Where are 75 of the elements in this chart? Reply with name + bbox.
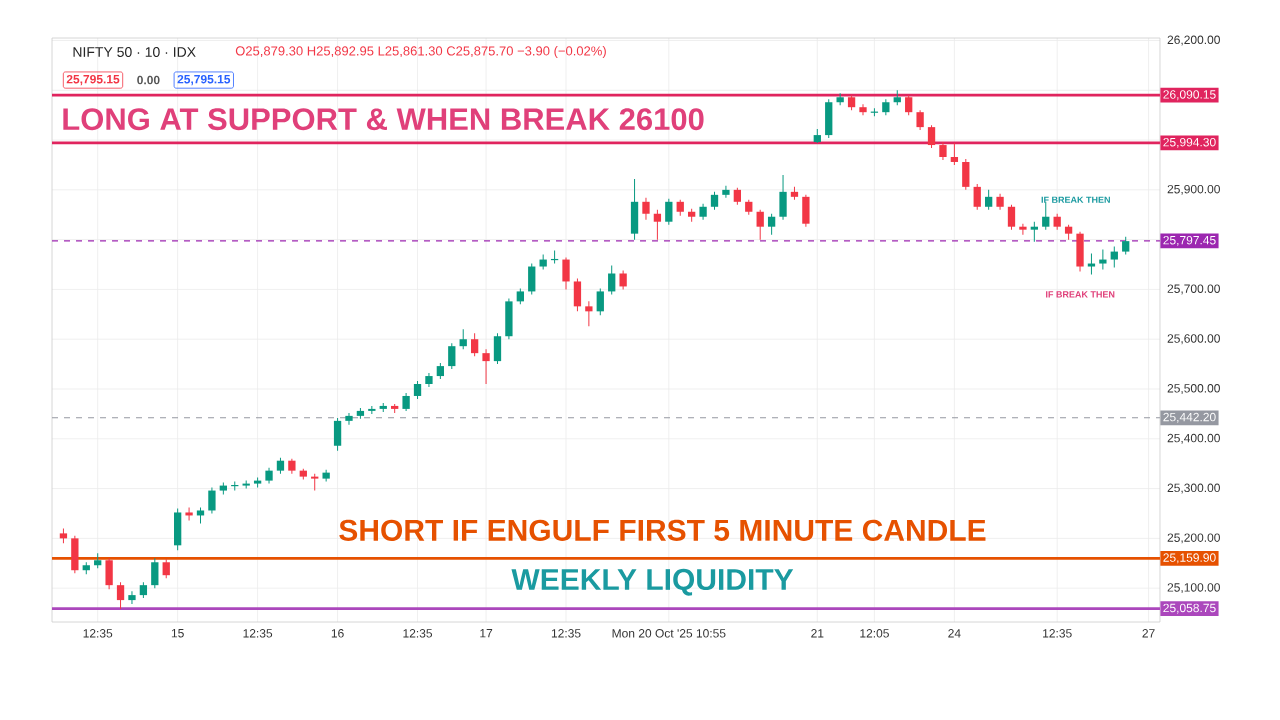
x-tick-label: 12:05 — [860, 629, 889, 638]
candlestick — [1099, 249, 1107, 271]
x-tick-label: 12:35 — [83, 629, 113, 638]
text: O25,879.30 H25,892.95 L25,861.30 C25,875.70 −3.90 (−0.02%) — [235, 45, 606, 59]
text: NIFTY 50 · 10 · IDX — [73, 47, 196, 57]
candlestick — [1042, 201, 1050, 231]
x-tick-label: 24 — [948, 629, 961, 638]
x-tick-label: 12:35 — [1043, 629, 1072, 638]
candlestick — [665, 198, 673, 226]
annotation: LONG AT SUPPORT & WHEN BREAK 26100 — [63, 108, 704, 131]
y-tick-label: 25,300.00 — [1167, 483, 1220, 494]
candlestick — [756, 209, 764, 241]
candlestick — [905, 94, 913, 116]
y-tick-label: 26,200.00 — [1167, 35, 1220, 46]
x-tick-label: 21 — [811, 629, 824, 638]
y-tick-label: 25,100.00 — [1167, 583, 1220, 594]
candlestick — [619, 270, 627, 290]
x-tick-label: 12:35 — [551, 629, 581, 638]
x-tick-label: 12:35 — [243, 629, 273, 638]
candlestick — [128, 590, 136, 605]
candlestick — [596, 287, 604, 316]
candlestick — [642, 197, 650, 221]
candlestick — [585, 300, 593, 327]
ref-line-label: 25,994.30 — [1163, 137, 1216, 148]
y-tick-label: 25,400.00 — [1167, 433, 1220, 444]
candlestick — [1110, 246, 1118, 269]
candlestick — [984, 189, 993, 211]
y-tick-label: 25,200.00 — [1167, 533, 1220, 544]
annotation: SHORT IF ENGULF FIRST 5 MINUTE CANDLE — [339, 519, 986, 541]
ref-line-label: 25,159.90 — [1163, 553, 1216, 564]
ref-line-label: 26,090.15 — [1163, 90, 1216, 101]
candlestick — [653, 209, 662, 241]
candlestick — [722, 185, 730, 199]
x-tick-label: 15 — [171, 629, 184, 638]
candlestick — [859, 103, 867, 116]
ref-line-label: 25,058.75 — [1163, 603, 1216, 614]
candlestick — [1007, 204, 1016, 231]
x-tick-label: 16 — [331, 629, 344, 638]
candlestick — [950, 142, 959, 166]
annotation: 0.00 — [137, 75, 160, 85]
candlestick — [162, 558, 170, 579]
x-tick-label: 12:35 — [403, 629, 433, 638]
candlestick — [482, 348, 490, 385]
annotation: IF BREAK THEN — [1046, 291, 1115, 298]
candlestick — [608, 265, 616, 295]
candlestick — [916, 109, 924, 131]
x-tick-label: Mon 20 Oct '25 10:55 — [612, 629, 726, 638]
candlestick — [448, 342, 456, 370]
candlestick — [459, 328, 467, 350]
candlestick — [345, 412, 353, 426]
candlestick — [322, 469, 330, 483]
candlestick — [973, 183, 981, 211]
ref-line-label: 25,797.45 — [1163, 235, 1216, 246]
candlestick — [185, 506, 193, 521]
candlestick — [1087, 253, 1096, 275]
candlestick — [470, 332, 479, 357]
annotation: IF BREAK THEN — [1041, 196, 1110, 203]
candlestick — [927, 124, 936, 149]
annotation: WEEKLY LIQUIDITY — [511, 568, 794, 596]
x-tick-label: 27 — [1142, 629, 1155, 638]
y-tick-label: 25,700.00 — [1167, 284, 1220, 295]
x-tick-label: 17 — [480, 629, 493, 638]
candlestick — [116, 581, 125, 610]
y-tick-label: 25,900.00 — [1167, 184, 1220, 195]
y-tick-label: 25,600.00 — [1167, 334, 1220, 345]
candlestick — [208, 487, 216, 514]
candlestick — [151, 557, 159, 589]
candlestick — [767, 213, 776, 236]
candlestick — [562, 257, 570, 290]
candlestick — [1030, 221, 1038, 243]
annotation: 25,795.15 — [66, 74, 120, 86]
ref-line-label: 25,442.20 — [1163, 412, 1216, 423]
candlestick — [1019, 223, 1027, 236]
y-tick-label: 25,500.00 — [1167, 384, 1220, 394]
annotation: 25,795.15 — [177, 74, 231, 86]
